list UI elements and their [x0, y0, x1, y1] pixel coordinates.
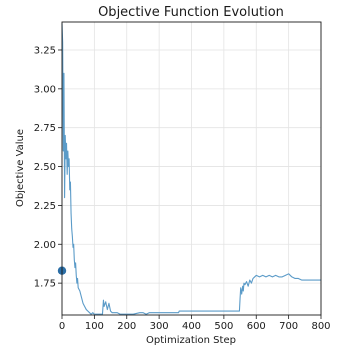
x-tick-label: 400	[182, 321, 201, 332]
y-tick-label: 3.00	[34, 84, 56, 95]
x-tick-label: 700	[279, 321, 298, 332]
x-tick-label: 0	[59, 321, 65, 332]
y-axis-label: Objective Value	[15, 129, 26, 207]
y-tick-label: 2.25	[34, 201, 56, 212]
x-tick-label: 200	[117, 321, 136, 332]
y-tick-label: 2.75	[34, 123, 56, 134]
grid-layer	[61, 22, 322, 315]
objective-series-line	[61, 23, 321, 315]
x-axis-label: Optimization Step	[146, 335, 236, 346]
chart-title: Objective Function Evolution	[98, 5, 284, 20]
x-tick-label: 600	[247, 321, 266, 332]
y-tick-label: 2.50	[34, 162, 56, 173]
y-tick-label: 1.75	[34, 279, 56, 290]
tick-layer: 0 100 200 300 400 500 600 700 800 1.75 2.00 2.25 2.5…	[34, 45, 331, 332]
x-tick-label: 500	[214, 321, 233, 332]
y-tick-label: 2.00	[34, 240, 56, 251]
line-layer	[61, 23, 321, 315]
x-tick-label: 800	[311, 321, 330, 332]
y-tick-label: 3.25	[34, 45, 56, 56]
x-tick-label: 100	[85, 321, 104, 332]
x-tick-label: 300	[150, 321, 169, 332]
